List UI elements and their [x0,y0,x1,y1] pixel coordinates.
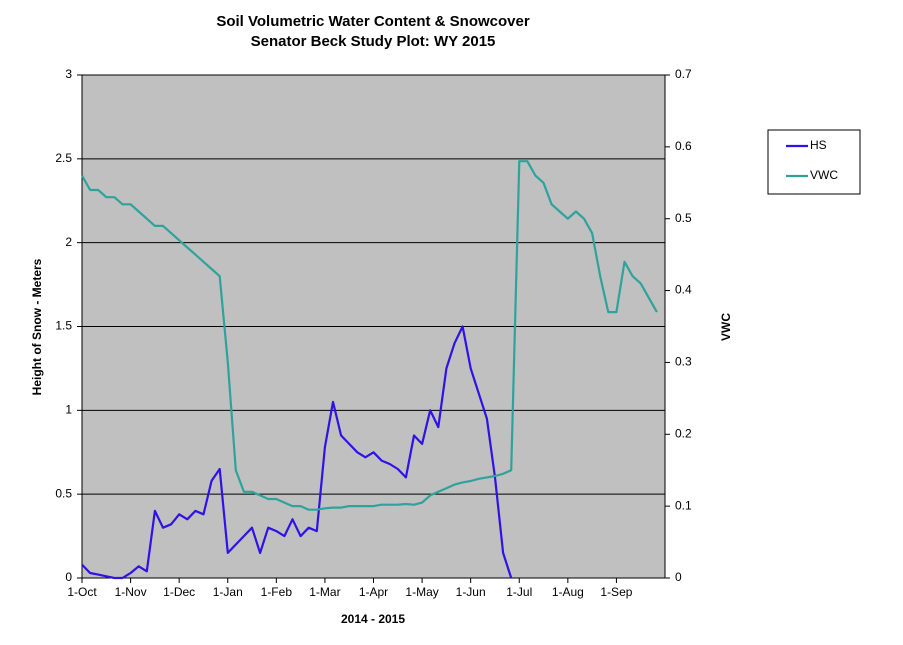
x-tick-label: 1-Jun [456,585,486,599]
y2-tick-label: 0 [675,570,682,584]
y-axis-label: Height of Snow - Meters [30,258,44,395]
x-tick-label: 1-Nov [115,585,147,599]
y-tick-label: 3 [65,67,72,81]
x-tick-label: 1-May [405,585,438,599]
y2-tick-label: 0.7 [675,67,692,81]
y-tick-label: 2 [65,235,72,249]
series-line [81,325,513,580]
x-tick-label: 1-Apr [359,585,388,599]
y-tick-label: 2.5 [55,151,72,165]
y-tick-label: 1 [65,403,72,417]
x-tick-label: 1-Dec [163,585,195,599]
legend-box [767,129,861,195]
chart-subtitle: Senator Beck Study Plot: WY 2015 [251,33,496,50]
y2-axis-label: VWC [719,313,733,341]
x-tick-label: 1-Jan [213,585,243,599]
series-line [81,160,658,511]
x-tick-label: 1-Sep [600,585,632,599]
y-tick-label: 0 [65,570,72,584]
x-tick-label: 1-Oct [67,585,97,599]
chart-title: Soil Volumetric Water Content & Snowcove… [216,13,530,30]
x-tick-label: 1-Aug [552,585,584,599]
x-tick-label: 1-Mar [309,585,340,599]
x-tick-label: 1-Feb [261,585,293,599]
y2-tick-label: 0.6 [675,139,692,153]
y2-tick-label: 0.2 [675,426,692,440]
y-tick-label: 0.5 [55,486,72,500]
y-tick-label: 1.5 [55,319,72,333]
x-axis-label: 2014 - 2015 [341,612,405,626]
y2-tick-label: 0.4 [675,283,692,297]
legend-label: HS [810,138,827,152]
x-tick-label: 1-Jul [506,585,532,599]
y2-tick-label: 0.3 [675,355,692,369]
y2-tick-label: 0.5 [675,211,692,225]
legend-label: VWC [810,168,838,182]
y2-tick-label: 0.1 [675,498,692,512]
